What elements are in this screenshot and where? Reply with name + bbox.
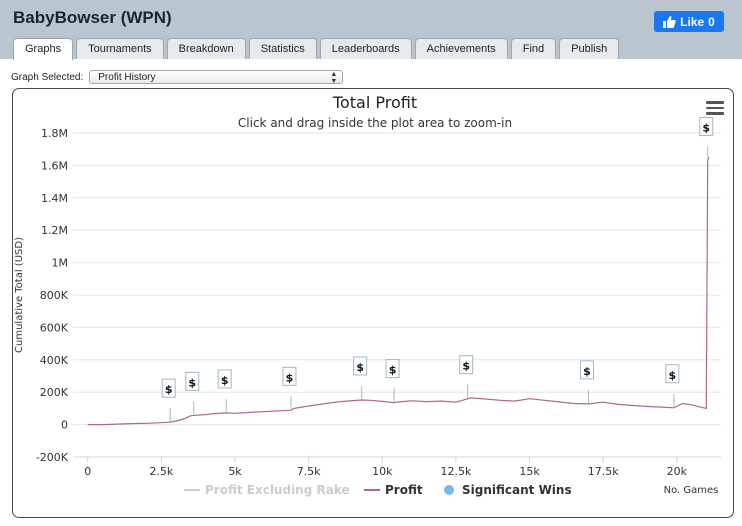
y-tick-label: 1.4M <box>41 192 68 205</box>
tab-tournaments[interactable]: Tournaments <box>76 38 164 59</box>
tab-bar: Graphs Tournaments Breakdown Statistics … <box>13 38 620 60</box>
select-arrows-icon: ▲ ▼ <box>330 71 338 85</box>
significant-win-flag[interactable]: $ <box>665 364 680 408</box>
y-tick-label: 200K <box>40 386 69 399</box>
thumbs-up-icon <box>663 15 676 28</box>
y-tick-label: 800K <box>40 289 69 302</box>
x-tick-label: 7.5k <box>297 465 321 478</box>
significant-win-flag[interactable]: $ <box>459 355 474 399</box>
legend-symbol-significant-wins <box>444 485 454 495</box>
x-tick-label: 15k <box>519 465 540 478</box>
tab-find[interactable]: Find <box>510 38 557 59</box>
tab-leaderboards[interactable]: Leaderboards <box>319 38 412 59</box>
y-tick-label: 400K <box>40 354 69 367</box>
flag-box <box>161 378 176 398</box>
flag-label: $ <box>286 371 294 384</box>
significant-win-flag[interactable]: $ <box>385 359 400 403</box>
significant-win-flag[interactable]: $ <box>579 360 594 404</box>
tab-graphs[interactable]: Graphs <box>13 38 74 60</box>
flag-box <box>459 355 474 375</box>
flag-label: $ <box>669 369 677 382</box>
facebook-like-button[interactable]: Like 0 <box>654 11 724 32</box>
y-tick-label: 1.8M <box>41 127 68 140</box>
flag-box <box>185 371 200 391</box>
chart-legend[interactable]: Profit Excluding Rake Profit Significant… <box>184 483 572 497</box>
significant-wins-markers: $ $ $ $ $ $ $ $ $ $ <box>161 117 714 423</box>
flag-label: $ <box>188 376 196 389</box>
significant-win-flag[interactable]: $ <box>161 378 176 423</box>
x-tick-label: 0 <box>84 465 91 478</box>
y-tick-label: 0 <box>61 419 68 432</box>
profit-line <box>87 157 710 426</box>
graph-select-dropdown[interactable]: Profit History ▲ ▼ <box>89 70 344 85</box>
x-tick-label: 2.5k <box>149 465 173 478</box>
significant-win-flag[interactable]: $ <box>217 369 232 413</box>
graph-select-value: Profit History <box>98 72 156 83</box>
chart-title: Total Profit <box>332 93 417 112</box>
y-gridlines <box>73 132 721 458</box>
significant-win-flag[interactable]: $ <box>699 117 714 161</box>
significant-win-flag[interactable]: $ <box>282 366 297 411</box>
legend-significant-wins[interactable]: Significant Wins <box>462 483 572 497</box>
x-axis: 0 2.5k 5k 7.5k 10k 12.5k 15k 17.5k 20k <box>73 456 721 478</box>
flag-label: $ <box>221 374 229 387</box>
flag-label: $ <box>356 361 364 374</box>
legend-profit-excluding-rake[interactable]: Profit Excluding Rake <box>205 483 350 497</box>
flag-label: $ <box>702 122 710 135</box>
flag-label: $ <box>389 364 397 377</box>
flag-box <box>353 356 368 376</box>
player-name: BabyBowser (WPN) <box>13 8 172 27</box>
flag-box <box>579 360 594 380</box>
y-tick-label: 600K <box>40 321 69 334</box>
graph-select-label: Graph Selected: <box>11 71 84 83</box>
x-tick-label: 5k <box>228 465 242 478</box>
flag-label: $ <box>165 383 173 396</box>
y-axis: -200K 0 200K 400K 600K 800K 1M 1.2M 1.4M 1.6M 1.8M <box>36 127 69 464</box>
significant-win-flag[interactable]: $ <box>185 371 200 416</box>
y-tick-label: 1.6M <box>41 159 68 172</box>
flag-box <box>385 359 400 379</box>
chart-container <box>12 88 734 518</box>
tab-publish[interactable]: Publish <box>559 38 620 59</box>
tab-breakdown[interactable]: Breakdown <box>166 38 246 59</box>
flag-box <box>282 366 297 386</box>
x-tick-label: 17.5k <box>588 465 619 478</box>
chart-menu-icon[interactable] <box>706 101 724 115</box>
y-tick-label: 1M <box>52 257 69 270</box>
flag-box <box>665 364 680 384</box>
like-count: 0 <box>708 14 715 29</box>
graph-select-row: Graph Selected: Profit History ▲ ▼ <box>11 69 344 85</box>
flag-label: $ <box>583 365 591 378</box>
tab-statistics[interactable]: Statistics <box>248 38 317 59</box>
tab-achievements[interactable]: Achievements <box>414 38 508 59</box>
flag-label: $ <box>462 360 470 373</box>
y-tick-label: -200K <box>36 451 69 464</box>
profit-series <box>87 157 710 426</box>
chart-subtitle: Click and drag inside the plot area to z… <box>238 116 512 130</box>
x-axis-title: No. Games <box>664 485 719 496</box>
y-tick-label: 1.2M <box>41 224 68 237</box>
x-tick-label: 20k <box>667 465 688 478</box>
legend-profit[interactable]: Profit <box>385 483 423 497</box>
x-tick-label: 12.5k <box>440 465 471 478</box>
y-axis-title: Cumulative Total (USD) <box>14 237 25 353</box>
significant-win-flag[interactable]: $ <box>353 356 368 400</box>
like-label: Like <box>680 14 705 29</box>
flag-box <box>699 117 714 137</box>
flag-box <box>217 369 232 389</box>
x-tick-label: 10k <box>372 465 393 478</box>
